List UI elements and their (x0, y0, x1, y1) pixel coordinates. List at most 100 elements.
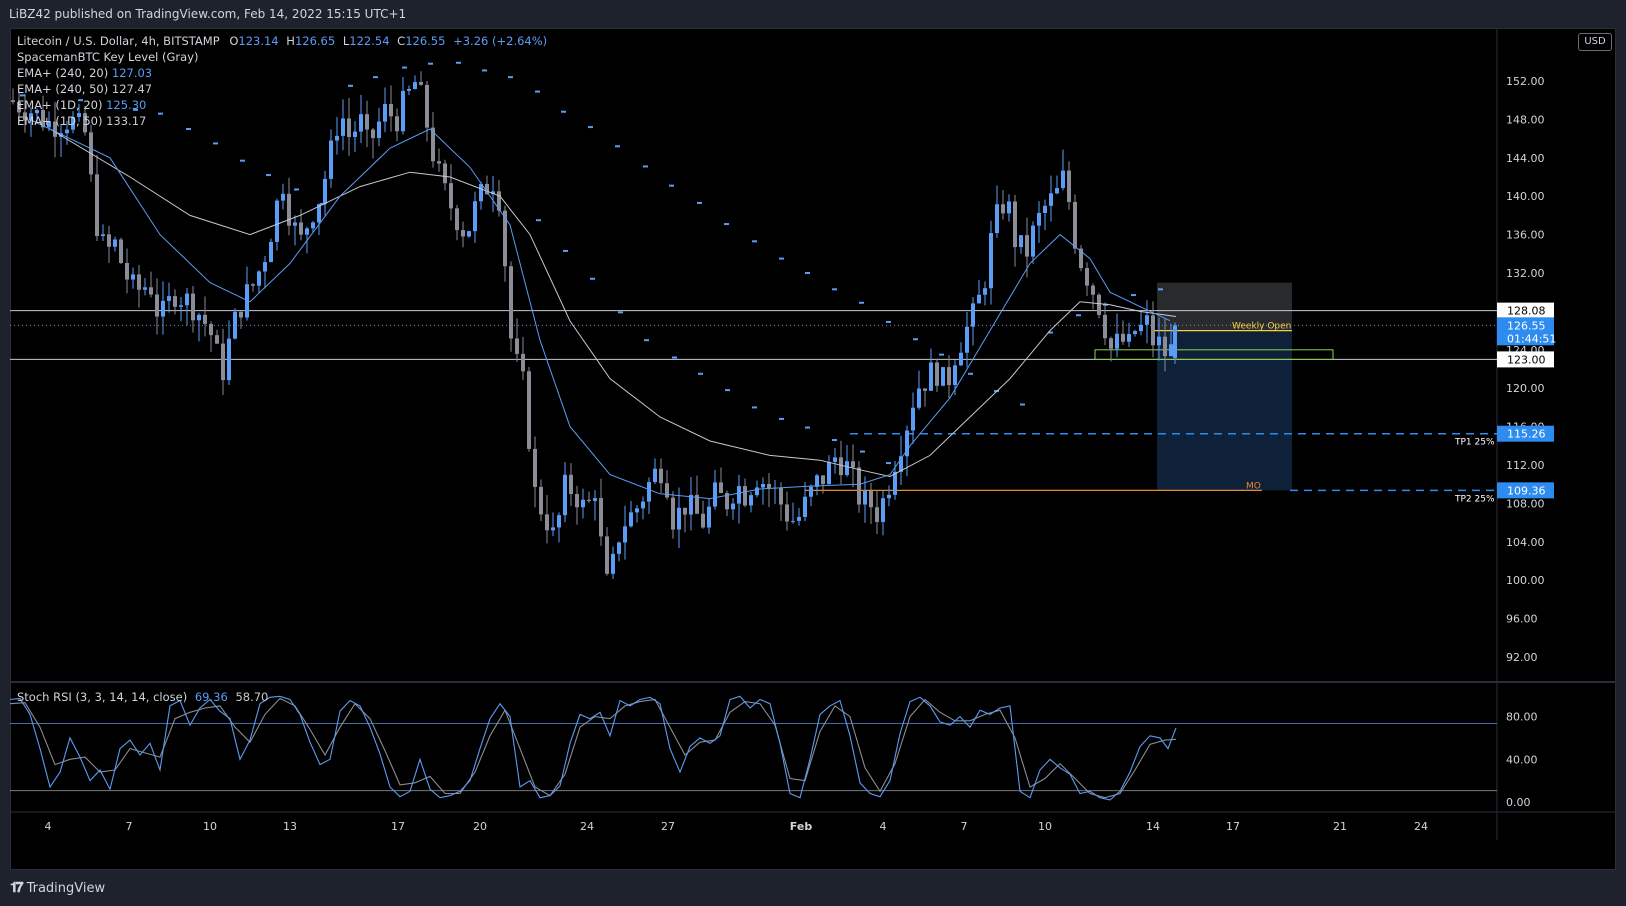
candle-body (257, 271, 261, 286)
tp1-badge-bg (1497, 425, 1554, 442)
key-level-dot (588, 126, 593, 129)
time-tick-label: 21 (1333, 820, 1347, 833)
key-level-legend[interactable]: SpacemanBTC Key Level (Gray) (17, 50, 199, 64)
key-level-dot (779, 257, 784, 260)
key-level-dot (213, 142, 218, 145)
candle-body (287, 193, 291, 226)
candle-body (149, 287, 153, 295)
candle-body (635, 508, 639, 513)
candle-body (1151, 315, 1155, 346)
ema3-label[interactable]: EMA+ (1D, 20) (17, 98, 103, 112)
candle-body (269, 241, 273, 263)
stoch-d-value: 58.70 (235, 690, 269, 704)
candle-body (1079, 248, 1083, 269)
key-level-dot (832, 439, 837, 442)
ema1-label[interactable]: EMA+ (240, 20) (17, 66, 109, 80)
candle-body (623, 526, 627, 543)
candle-body (53, 121, 57, 137)
key-level-dot (240, 159, 245, 162)
stop-loss-zone (1157, 282, 1292, 331)
candle-body (767, 484, 771, 489)
key-level-dot (563, 249, 568, 252)
candle-body (1133, 331, 1137, 335)
candle-body (827, 461, 831, 485)
candle-body (761, 484, 765, 488)
stoch-tick-label: 0.00 (1506, 796, 1531, 809)
tp2-badge-bg (1497, 482, 1554, 499)
candle-body (1115, 333, 1119, 349)
candle-body (17, 101, 21, 113)
candle-body (251, 284, 255, 286)
candle-body (509, 266, 513, 339)
symbol-legend[interactable]: Litecoin / U.S. Dollar, 4h, BITSTAMP O12… (17, 34, 547, 48)
candle-body (311, 222, 315, 229)
close-value: 126.55 (405, 34, 446, 48)
candle-body (947, 367, 951, 386)
stoch-label[interactable]: Stoch RSI (3, 3, 14, 14, close) (17, 690, 188, 704)
candle-body (539, 486, 543, 515)
candle-body (695, 494, 699, 514)
stoch-legend[interactable]: Stoch RSI (3, 3, 14, 14, close) 69.36 58… (17, 690, 268, 704)
candle-body (1139, 324, 1143, 332)
candle-body (839, 457, 843, 476)
ema4-legend[interactable]: EMA+ (1D, 50) 133.17 (17, 114, 146, 128)
ema2-label[interactable]: EMA+ (240, 50) (17, 82, 109, 96)
ema-slow-line (49, 128, 1177, 478)
key-level-dot (428, 62, 433, 65)
candle-body (551, 527, 555, 531)
key-level-dot (644, 339, 649, 342)
key-level-dot (886, 462, 891, 465)
weekly-open-label: Weekly Open (1232, 322, 1291, 332)
candle-body (1067, 170, 1071, 202)
currency-button[interactable]: USD (1578, 33, 1612, 51)
candle-body (563, 474, 567, 516)
candle-body (407, 89, 411, 91)
candle-body (599, 498, 603, 537)
price-tick-label: 112.00 (1506, 459, 1545, 472)
symbol-title[interactable]: Litecoin / U.S. Dollar, 4h, BITSTAMP (17, 34, 220, 48)
candle-body (617, 542, 621, 554)
chart-frame[interactable] (10, 28, 1616, 870)
ema3-legend[interactable]: EMA+ (1D, 20) 125.30 (17, 98, 146, 112)
tradingview-logo[interactable]: 𝟏𝟕 TradingView (10, 880, 105, 896)
candle-body (929, 362, 933, 391)
candle-body (47, 121, 51, 128)
key-level-dot (78, 99, 83, 102)
tp2-label: TP2 25% (1454, 494, 1495, 504)
candle-body (449, 183, 453, 209)
key-level-dot (832, 288, 837, 291)
candle-body (497, 191, 501, 211)
candle-body (59, 133, 63, 137)
candle-body (965, 326, 969, 353)
ema4-label[interactable]: EMA+ (1D, 50) (17, 114, 103, 128)
key-level-dot (1048, 331, 1053, 334)
candle-body (1043, 205, 1047, 213)
candle-body (317, 204, 321, 223)
price-tick-label: 152.00 (1506, 75, 1545, 88)
candle-body (743, 486, 747, 506)
ema2-legend[interactable]: EMA+ (240, 50) 127.47 (17, 82, 152, 96)
price-tick-label: 100.00 (1506, 574, 1545, 587)
time-tick-label: 24 (1414, 820, 1428, 833)
candle-body (689, 494, 693, 515)
candle-body (659, 468, 663, 484)
time-tick-label: 4 (45, 820, 52, 833)
ema4-value: 133.17 (106, 114, 147, 128)
key-level-dot (536, 219, 541, 222)
candle-body (119, 239, 123, 264)
candle-body (131, 274, 135, 280)
key-level-label[interactable]: SpacemanBTC Key Level (Gray) (17, 50, 199, 64)
time-tick-label: 7 (961, 820, 968, 833)
price-tick-label: 96.00 (1506, 613, 1538, 626)
key-level-dot (724, 223, 729, 226)
candle-body (653, 468, 657, 483)
candle-body (1091, 285, 1095, 295)
key-level-dot (186, 128, 191, 130)
candle-body (533, 448, 537, 487)
candle-body (227, 338, 231, 381)
time-tick-label: 7 (126, 820, 133, 833)
key-level-dot (697, 201, 702, 204)
candle-body (179, 305, 183, 307)
ema1-legend[interactable]: EMA+ (240, 20) 127.03 (17, 66, 152, 80)
